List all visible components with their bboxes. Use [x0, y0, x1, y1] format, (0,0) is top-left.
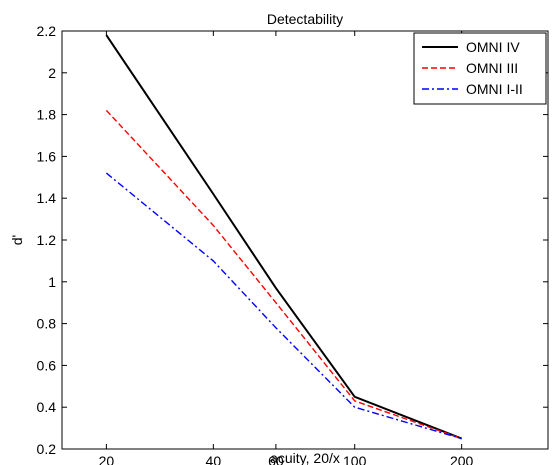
- series-line-omni-iii: [105, 109, 462, 440]
- y-tick-label: 0.2: [37, 441, 57, 457]
- y-tick-label: 1.2: [37, 232, 57, 248]
- series-layer: [105, 34, 463, 440]
- y-tick-label: 1.4: [37, 190, 57, 206]
- legend-label: OMNI I-II: [466, 81, 523, 97]
- y-tick-label: 0.8: [37, 316, 57, 332]
- y-tick-label: 2: [48, 65, 56, 81]
- y-tick-label: 1: [48, 274, 56, 290]
- y-tick-label: 1.8: [37, 107, 57, 123]
- chart-title: Detectability: [267, 11, 343, 27]
- x-tick-label: 100: [343, 453, 367, 465]
- x-tick-label: 40: [206, 453, 222, 465]
- y-tick-label: 1.6: [37, 148, 57, 164]
- legend-label: OMNI IV: [466, 39, 520, 55]
- axis-ticks: 20 40 60 100 200 0.2 0.4 0.6 0.8 1 1.2 1.4 1.6 1.8 2 2.…: [37, 23, 548, 465]
- series-line-omni-i-ii: [105, 172, 462, 440]
- x-tick-label: 20: [99, 453, 115, 465]
- x-axis-label: acuity, 20/x: [270, 450, 340, 465]
- legend-label: OMNI III: [466, 60, 518, 76]
- y-tick-label: 0.4: [37, 399, 57, 415]
- y-tick-label: 0.6: [37, 357, 57, 373]
- y-tick-label: 2.2: [37, 23, 57, 39]
- x-tick-label: 60: [268, 453, 284, 465]
- series-line-omni-iv: [105, 34, 463, 440]
- legend: OMNI IV OMNI III OMNI I-II: [413, 32, 547, 105]
- y-axis-label: d': [9, 235, 25, 245]
- x-tick-label: 200: [450, 453, 474, 465]
